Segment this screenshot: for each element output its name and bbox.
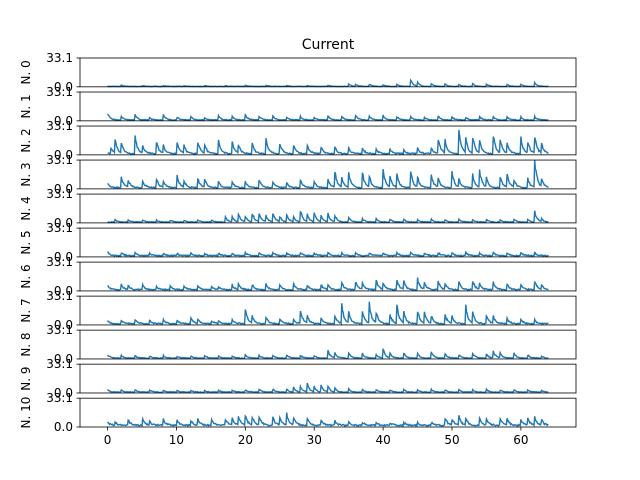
y-tick-label: 33.1 — [46, 51, 73, 65]
y-tick-label: 33.1 — [46, 391, 73, 405]
x-tick-label: 10 — [169, 433, 184, 447]
panel-3: 33.1 0.0 N. 3 — [19, 153, 577, 196]
y-tick-label: 33.1 — [46, 255, 73, 269]
chart-title: Current — [302, 37, 355, 53]
panel-0: 33.1 0.0 N. 0 — [19, 51, 577, 94]
series-line — [107, 412, 549, 428]
panel-4: 33.1 0.0 N. 4 — [19, 187, 577, 230]
panel-frame — [79, 125, 577, 156]
panel-frame — [79, 397, 577, 428]
y-tick-label: 33.1 — [46, 357, 73, 371]
panel-5: 33.1 0.0 N. 5 — [19, 221, 577, 264]
series-line — [107, 129, 549, 156]
y-tick-label: 0.0 — [54, 216, 73, 230]
panel-2: 33.1 0.0 N. 2 — [19, 119, 577, 162]
x-axis: 0 10 20 30 40 50 60 — [104, 427, 529, 447]
panel-frame — [79, 91, 577, 122]
panel-label: N. 2 — [19, 128, 33, 152]
panel-label: N. 6 — [19, 264, 33, 288]
series-line — [106, 382, 549, 394]
series-line — [107, 210, 549, 224]
series-line — [106, 301, 549, 326]
panel-label: N. 7 — [19, 298, 33, 322]
series-line — [106, 250, 549, 258]
panel-8: 33.1 0.0 N. 8 — [19, 323, 577, 366]
panel-label: N. 5 — [19, 230, 33, 254]
x-tick-label: 60 — [513, 433, 528, 447]
panel-10: 33.1 0.0 N. 10 — [19, 391, 577, 434]
panel-label: N. 10 — [19, 397, 33, 429]
panel-6: 33.1 0.0 N. 6 — [19, 255, 577, 298]
panel-1: 33.1 0.0 N. 1 — [19, 85, 577, 128]
panel-7: 33.1 0.0 N. 7 — [19, 289, 577, 332]
y-tick-label: 33.1 — [46, 221, 73, 235]
y-tick-label: 0.0 — [54, 114, 73, 128]
panel-frame — [79, 193, 577, 224]
panel-frame — [79, 227, 577, 258]
panel-label: N. 9 — [19, 366, 33, 390]
series-line — [106, 113, 549, 122]
series-line — [107, 277, 549, 292]
y-tick-label: 0.0 — [54, 386, 73, 400]
y-tick-label: 0.0 — [54, 284, 73, 298]
y-tick-label: 0.0 — [54, 80, 73, 94]
panel-label: N. 8 — [19, 332, 33, 356]
y-tick-label: 33.1 — [46, 85, 73, 99]
y-tick-label: 0.0 — [54, 182, 73, 196]
panel-frame — [79, 159, 577, 190]
x-tick-label: 50 — [444, 433, 459, 447]
panel-label: N. 0 — [19, 60, 33, 84]
series-line — [107, 160, 549, 190]
series-line — [106, 348, 549, 360]
y-tick-label: 33.1 — [46, 187, 73, 201]
y-tick-label: 0.0 — [54, 250, 73, 264]
x-tick-label: 0 — [104, 433, 112, 447]
panel-frame — [79, 363, 577, 394]
y-tick-label: 0.0 — [54, 148, 73, 162]
panel-label: N. 3 — [19, 162, 33, 186]
panel-frame — [79, 57, 577, 88]
panels-group: 33.10.0N. 033.10.0N. 133.10.0N. 233.10.0… — [19, 51, 577, 434]
panel-frame — [79, 261, 577, 292]
panel-label: N. 4 — [19, 196, 33, 220]
series-line — [107, 78, 549, 88]
x-tick-label: 30 — [307, 433, 322, 447]
panel-frame — [79, 295, 577, 326]
y-tick-label: 0.0 — [54, 352, 73, 366]
panel-frame — [79, 329, 577, 360]
x-tick-label: 20 — [238, 433, 253, 447]
y-tick-label: 33.1 — [46, 289, 73, 303]
y-tick-label: 0.0 — [54, 420, 73, 434]
y-tick-label: 33.1 — [46, 323, 73, 337]
panel-label: N. 1 — [19, 94, 33, 118]
y-tick-label: 33.1 — [46, 119, 73, 133]
y-tick-label: 33.1 — [46, 153, 73, 167]
x-tick-label: 40 — [375, 433, 390, 447]
panel-9: 33.1 0.0 N. 9 — [19, 357, 577, 400]
y-tick-label: 0.0 — [54, 318, 73, 332]
